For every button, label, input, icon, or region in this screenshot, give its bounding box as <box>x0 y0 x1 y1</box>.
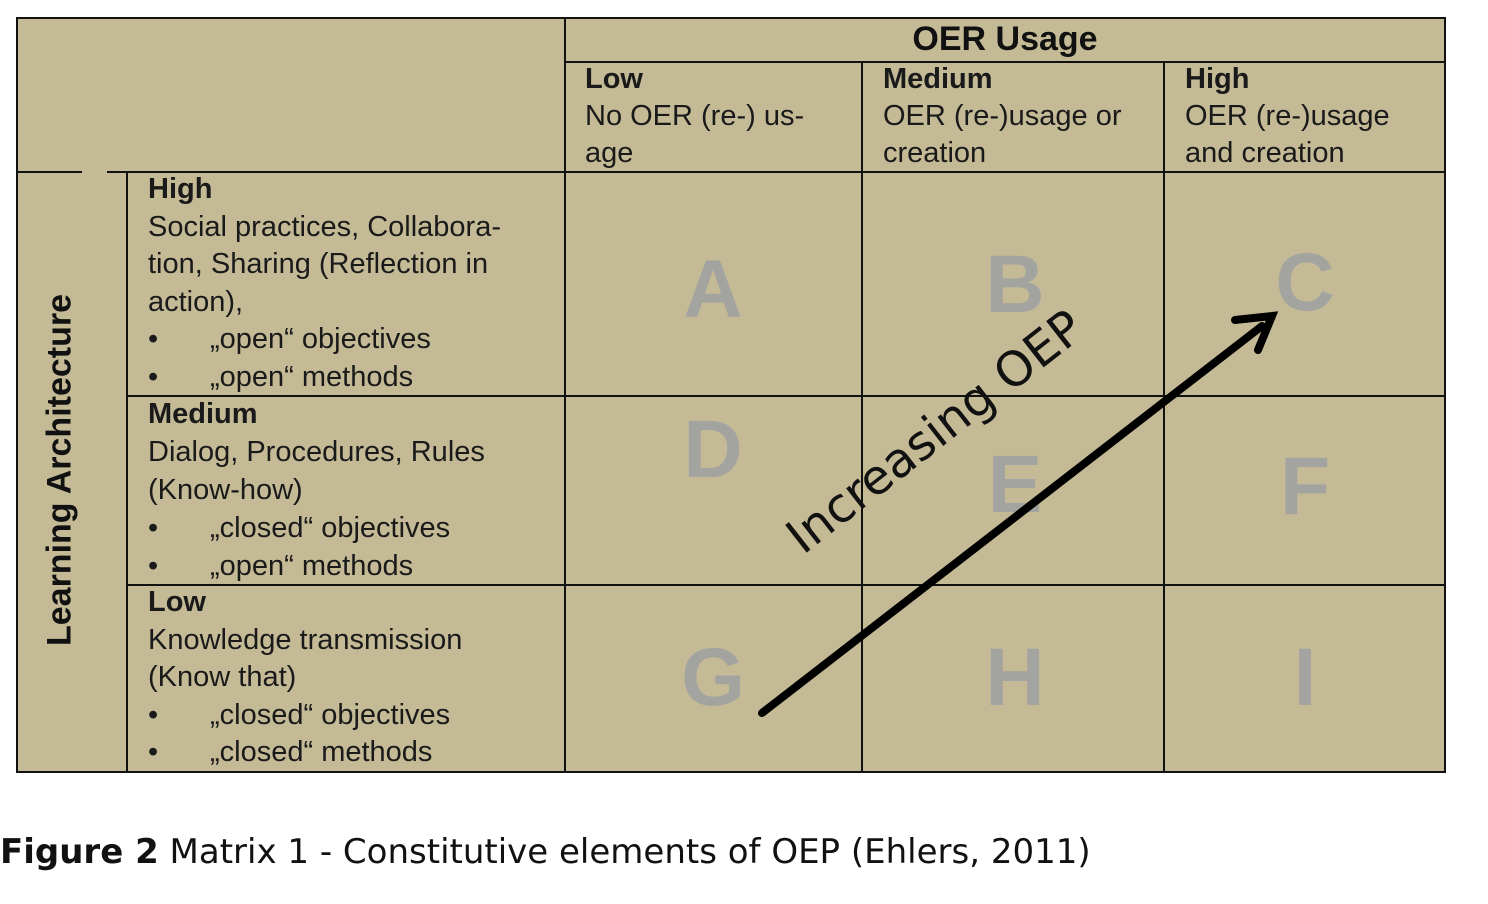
row-desc: (Know-how) <box>148 474 303 506</box>
grid-line <box>1163 62 1165 773</box>
cell-a: A <box>683 244 743 335</box>
arrow-head <box>1231 311 1279 354</box>
row-desc: (Know that) <box>148 661 297 693</box>
column-desc: No OER (re-) us- <box>585 100 805 132</box>
cell-e: E <box>987 439 1043 530</box>
grid-line <box>17 771 1446 773</box>
row-desc: tion, Sharing (Reflection in <box>148 248 489 280</box>
caption-label: Figure 2 <box>0 832 159 872</box>
column-desc: and creation <box>1185 137 1345 169</box>
row-header-high: High Social practices, Collabora- tion, … <box>148 171 501 396</box>
cell-i: I <box>1293 632 1317 723</box>
row-desc: Dialog, Procedures, Rules <box>148 436 485 468</box>
bullet-item: „closed“ objectives <box>148 509 485 547</box>
bullet-item: „closed“ methods <box>148 734 462 772</box>
column-header-high: High OER (re-)usage and creation <box>1185 61 1390 172</box>
column-level: Medium <box>883 63 993 95</box>
grid-line <box>565 61 1445 63</box>
column-level: Low <box>585 63 643 95</box>
column-header-low: Low No OER (re-) us- age <box>585 61 804 172</box>
column-desc: OER (re-)usage <box>1185 100 1390 132</box>
column-level: High <box>1185 63 1250 95</box>
cell-b: B <box>985 239 1045 330</box>
row-desc: action), <box>148 285 244 318</box>
bullet-item: „closed“ objectives <box>148 697 462 735</box>
cell-g: G <box>681 632 745 723</box>
caption-text: Matrix 1 - Constitutive elements of OEP … <box>158 832 1091 872</box>
bullet-item: „open“ methods <box>148 359 501 397</box>
grid-line <box>17 171 82 173</box>
row-level: Medium <box>148 398 258 430</box>
grid-line <box>127 395 1445 397</box>
arrow-shaft <box>758 322 1266 717</box>
row-header-medium: Medium Dialog, Procedures, Rules (Know-h… <box>148 395 485 585</box>
column-desc: age <box>585 137 634 169</box>
bullet-item: „open“ methods <box>148 547 485 585</box>
row-level: High <box>148 173 213 205</box>
grid-line <box>127 584 1445 586</box>
column-header-medium: Medium OER (re-)usage or creation <box>883 61 1122 172</box>
column-desc: creation <box>883 137 987 169</box>
grid-line <box>17 17 1446 19</box>
cell-f: F <box>1279 441 1331 532</box>
cell-c: C <box>1275 237 1335 328</box>
grid-line <box>861 62 863 773</box>
row-desc: Social practices, Collabora- <box>148 210 501 243</box>
grid-line <box>16 17 18 773</box>
cell-d: D <box>683 404 743 495</box>
grid-line <box>107 171 1445 173</box>
row-desc: Knowledge transmission <box>148 623 463 656</box>
figure-caption: Figure 2 Matrix 1 - Constitutive element… <box>0 832 1091 872</box>
row-header-low: Low Knowledge transmission (Know that) „… <box>148 584 462 772</box>
cell-h: H <box>985 632 1045 723</box>
grid-line <box>126 172 128 772</box>
grid-line <box>564 17 566 773</box>
bullet-item: „open“ objectives <box>148 321 501 359</box>
column-axis-title: OER Usage <box>912 20 1098 58</box>
row-level: Low <box>148 586 206 618</box>
grid-line <box>1444 17 1446 773</box>
column-desc: OER (re-)usage or <box>883 100 1122 132</box>
